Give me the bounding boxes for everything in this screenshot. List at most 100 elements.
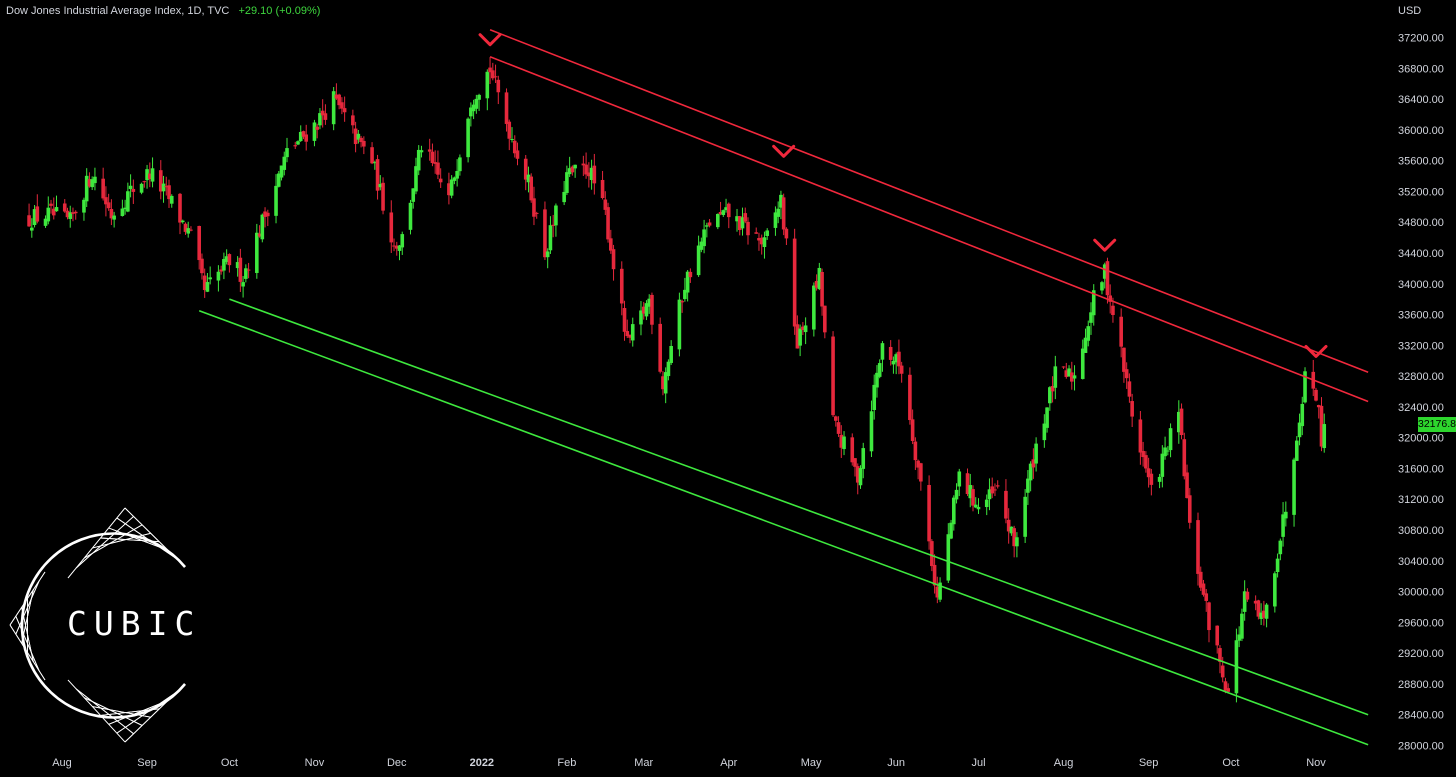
candle-body [485,71,490,99]
candle-body [362,140,366,147]
candle-body [71,212,75,214]
x-tick-label: Aug [1054,757,1074,769]
candle-body [606,207,610,240]
candle-body [342,108,347,113]
candle-body [54,207,59,212]
y-tick-label: 31600.00 [1398,463,1444,475]
candle-body [688,271,693,278]
candle-body [318,113,322,126]
peak-chevron-icon [772,144,796,158]
currency-label: USD [1398,5,1422,17]
logo-string [100,537,160,543]
candle-body [1072,375,1077,379]
support-line[interactable] [198,309,1369,746]
candle-body [812,285,816,330]
candle-body [1256,600,1261,617]
candle-body [164,186,169,188]
candle-body [746,221,750,236]
candle-body [202,275,207,291]
candle-body [430,151,435,164]
candle-body [411,188,416,202]
y-tick-label: 33200.00 [1398,340,1444,352]
candle-body [718,211,723,215]
candle-body [1198,571,1203,588]
candle-body [276,173,281,187]
candle-body [120,208,125,217]
candle-body [592,165,597,184]
resistance-line[interactable] [489,29,1369,374]
candle-body [1138,419,1143,453]
candle-body [702,229,706,247]
candle-body [927,485,931,542]
candle-body [1124,369,1129,379]
candle-body [899,365,904,374]
candle-body [957,471,962,487]
candle-body [293,145,298,147]
candle-body [158,170,163,192]
candle-body [971,489,975,506]
candle-body [584,164,588,175]
candle-body [1316,405,1321,408]
logo-string [92,532,151,549]
candle-body [949,522,953,539]
candle-body [743,213,748,222]
candle-body [677,299,682,350]
peak-markers-layer [478,33,1328,358]
candle-body [1091,290,1096,316]
candle-body [669,345,673,363]
y-tick-label: 36000.00 [1398,125,1444,137]
candle-body [834,416,838,421]
candle-body [1100,282,1104,291]
candle-body [587,172,591,177]
candle-body [658,323,662,372]
y-tick-label: 35600.00 [1398,156,1444,168]
candle-body [611,249,616,270]
logo-string [75,688,134,735]
candle-body [1245,591,1250,600]
candle-body [1240,613,1244,639]
candle-body [570,166,575,173]
candle-body [353,128,358,145]
candle-body [87,179,92,187]
candle-body [32,209,37,226]
candle-body [699,241,704,250]
candle-body [1322,424,1327,449]
candle-body [148,173,152,179]
trendlines-layer [198,29,1369,746]
candle-body [984,499,989,507]
candle-body [1119,316,1123,347]
candle-body [823,305,827,333]
resistance-line[interactable] [489,55,1369,403]
candle-body [208,277,212,280]
candle-body [161,183,166,192]
candle-body [216,271,221,281]
candle-body [855,466,860,483]
candle-body [241,282,245,287]
candle-body [1048,387,1052,404]
y-tick-label: 36800.00 [1398,63,1444,75]
logo-string [108,527,169,551]
candle-body [589,167,594,181]
candle-body [1083,337,1088,353]
candle-body [1080,348,1085,379]
candle-body [625,331,630,337]
candle-body [836,422,841,434]
y-axis: 37200.00 36800.00 36400.00 36000.00 35600.00… [1398,33,1444,753]
candle-body [581,163,586,166]
candle-body [1144,455,1148,469]
x-tick-label: Nov [305,757,325,769]
x-axis: Aug Sep Oct Nov Dec 2022 Feb Mar Apr May Jun Jul Aug… [52,757,1326,769]
candle-body [43,218,48,226]
logo-string [15,580,40,635]
support-line[interactable] [229,298,1369,716]
candle-body [1303,371,1307,403]
candle-body [1089,312,1093,323]
candle-body [523,158,528,180]
candle-body [375,159,380,191]
candle-body [139,183,144,193]
candle-body [370,147,374,164]
y-tick-label: 29600.00 [1398,617,1444,629]
candle-body [1242,591,1247,612]
